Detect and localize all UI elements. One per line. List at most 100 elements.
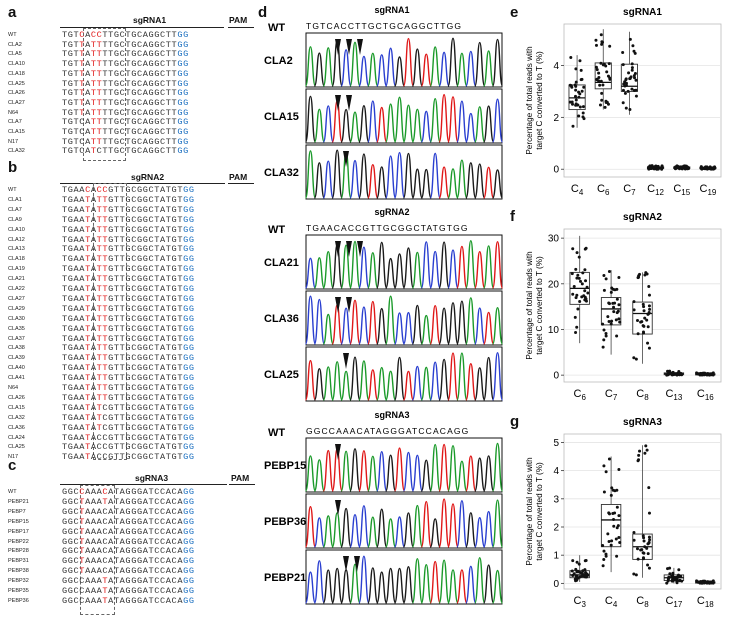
data-point — [646, 325, 650, 329]
trace-peak — [393, 567, 406, 604]
trace-peak — [358, 505, 370, 548]
data-point — [648, 538, 652, 542]
alignment-sgRNA1: sgRNA1 PAM WT TGTCACCTTGCTGCAGGCTTGG CLA2 T… — [0, 0, 258, 161]
mutation-arrow-icon — [343, 353, 349, 369]
sample-name: CLA40 — [8, 365, 25, 372]
sequence: GGCTAAACATAGGGATCCACAGG — [62, 556, 195, 567]
data-point — [701, 373, 705, 377]
trace-peak — [447, 503, 459, 548]
sequence: TGAATATTGTTGCGGCTATGTGG — [62, 383, 195, 393]
data-point — [574, 296, 578, 300]
sample-name: CLA32 — [8, 414, 25, 421]
trace-peak — [349, 356, 361, 401]
trace-peak — [402, 104, 415, 143]
data-point — [656, 167, 660, 171]
panel-letter-a: a — [8, 4, 17, 21]
trace-peak — [304, 455, 317, 492]
sequence: TGAATATTGTTGCGGCTATGTGG — [62, 284, 195, 294]
sample-name: PEBP31 — [8, 558, 29, 565]
data-point — [575, 578, 579, 582]
trace-peak — [438, 498, 450, 548]
data-point — [639, 548, 643, 552]
mutation-arrow-icon — [357, 39, 363, 55]
sample-name: CLA24 — [8, 434, 25, 441]
data-point — [574, 84, 578, 88]
sample-name: CLA26 — [8, 394, 25, 401]
sample-name: PEBP7 — [8, 508, 26, 515]
wt-label: WT — [268, 22, 285, 34]
data-point — [613, 511, 617, 515]
trace-peak — [420, 500, 432, 548]
trace-peak — [429, 560, 441, 604]
trace-peak — [331, 512, 343, 548]
data-point — [570, 100, 574, 104]
trace-peak — [402, 311, 415, 345]
trace-peak — [322, 366, 334, 401]
data-point — [704, 372, 708, 376]
sample-name: CLA27 — [8, 295, 25, 302]
x-tick-label: C16 — [697, 388, 714, 402]
trace-peak — [313, 257, 325, 289]
data-point — [601, 345, 605, 349]
x-tick-label: C3 — [573, 595, 586, 609]
trace-peak — [447, 37, 459, 87]
mutation-arrow-icon — [335, 500, 341, 516]
data-point — [612, 310, 616, 314]
trace-peak — [367, 455, 379, 492]
data-point — [574, 88, 578, 92]
sequence: TGAATATTGTTGCGGCTATGTGG — [62, 392, 195, 403]
alignment-title: sgRNA3 — [135, 473, 169, 483]
data-point — [649, 167, 653, 171]
data-point — [628, 37, 632, 41]
trace-peak — [438, 358, 450, 401]
chart-title: sgRNA3 — [623, 417, 662, 428]
data-point — [676, 165, 680, 169]
trace-peak — [385, 103, 397, 143]
sequence: GGCTAAACATAGGGATCCACAGG — [62, 566, 195, 577]
sequence: TGAATATTGTTGCGGCTATGTGG — [62, 373, 195, 384]
data-point — [708, 580, 712, 584]
sample-name: CLA32 — [8, 148, 25, 155]
panel-letter-d: d — [258, 4, 268, 21]
data-point — [617, 317, 621, 321]
data-point — [597, 71, 601, 75]
data-point — [679, 165, 683, 169]
trace-peak — [367, 567, 379, 604]
alignment-sgRNA3: sgRNA3 PAM WT GGCCAAACATAGGGATCCACAGG PEBP… — [0, 460, 258, 617]
sample-name: CLA39 — [8, 355, 25, 362]
trace-peak — [465, 565, 477, 604]
data-point — [683, 166, 687, 170]
data-point — [580, 571, 584, 575]
trace-peak — [304, 46, 317, 87]
data-point — [645, 318, 649, 322]
trace-peak — [349, 563, 361, 604]
data-point — [584, 246, 588, 250]
alignment-title: sgRNA2 — [131, 172, 165, 182]
sequence: TGAATATTGTTGCGGCTATGTGG — [62, 214, 195, 225]
trace-peak — [304, 257, 317, 289]
trace-peak — [483, 510, 495, 548]
trace-peak — [322, 569, 334, 604]
trace-peak — [474, 367, 486, 401]
trace-peak — [456, 569, 468, 604]
sample-name: CLA10 — [8, 226, 25, 233]
trace-peak — [483, 564, 495, 604]
data-point — [579, 68, 583, 72]
data-point — [632, 572, 636, 576]
mutation-arrow-icon — [346, 241, 352, 257]
x-tick-label: C7 — [605, 388, 618, 402]
sample-name: CLA7 — [8, 206, 22, 213]
data-point — [579, 78, 583, 82]
sequence: TGAATATTGTTGCGGCTATGTGG — [62, 264, 195, 275]
chromatogram-group-title: sgRNA1 — [374, 5, 409, 15]
data-point — [575, 276, 579, 280]
data-point — [610, 319, 614, 323]
data-point — [666, 579, 670, 583]
data-point — [632, 531, 636, 535]
data-point — [581, 111, 585, 115]
sequence: TGAATATTGTTGCGGCTATGTGG — [62, 224, 195, 235]
trace-peak — [393, 447, 406, 492]
data-point — [575, 570, 579, 574]
trace-peak — [456, 52, 468, 87]
data-point — [677, 568, 681, 572]
